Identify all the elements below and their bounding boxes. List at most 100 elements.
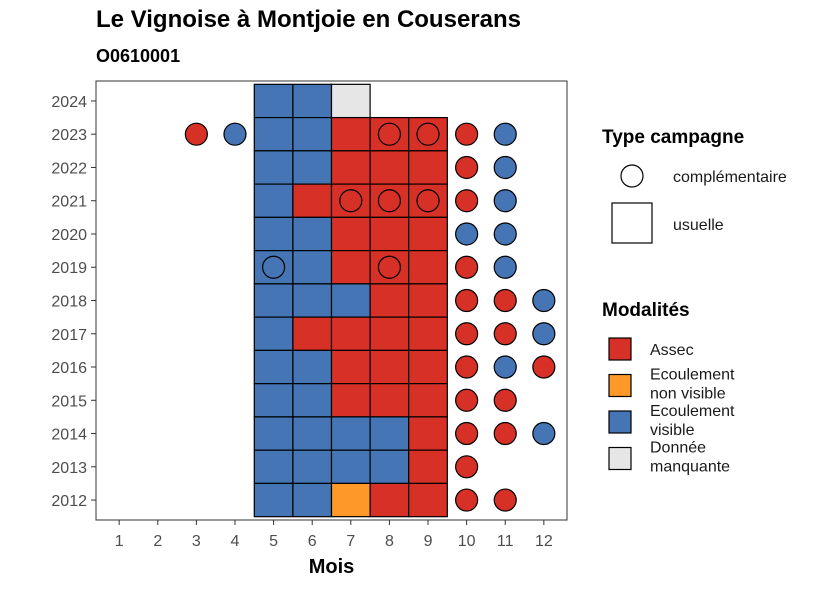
usuelle-tile-2015-6 [292, 383, 333, 418]
complementaire-dot-2022-10 [455, 155, 479, 180]
usuelle-tile-2024-5 [253, 83, 294, 119]
usuelle-tile-2020-9 [408, 216, 448, 252]
usuelle-tile-2018-8 [369, 283, 410, 318]
legend-modalite-label-line: non visible [650, 386, 726, 403]
complementaire-dot-2015-10 [455, 388, 479, 412]
complementaire-dot-2021-10 [455, 189, 479, 213]
complementaire-dots [184, 122, 556, 512]
usuelle-tiles [253, 83, 448, 518]
legend-modalite-label: Donnée manquante [650, 440, 730, 476]
usuelle-tile-2017-5 [253, 316, 294, 351]
usuelle-tile-2012-5 [253, 482, 294, 518]
usuelle-tile-2022-9 [408, 150, 448, 185]
y-tick-label: 2022 [51, 160, 87, 177]
x-tick-label: 10 [458, 533, 476, 550]
usuelle-tile-2013-7 [330, 449, 371, 485]
y-tick-label: 2021 [51, 194, 87, 211]
usuelle-tile-2015-5 [253, 383, 294, 418]
legend-square-key [611, 202, 653, 244]
complementaire-dot-2014-11 [493, 421, 517, 446]
x-tick-label: 3 [192, 533, 201, 550]
legend-modalite-key [608, 446, 632, 471]
usuelle-tile-2013-8 [369, 449, 410, 485]
complementaire-dot-2014-10 [455, 421, 479, 446]
usuelle-tile-2013-9 [408, 449, 448, 485]
usuelle-tile-2020-5 [253, 216, 294, 252]
complementaire-dot-2023-9 [416, 122, 440, 146]
usuelle-tile-2023-5 [253, 116, 294, 152]
usuelle-tile-2013-6 [292, 449, 333, 485]
x-tick-label: 5 [269, 533, 278, 550]
usuelle-tile-2012-9 [408, 482, 448, 518]
usuelle-tile-2012-6 [292, 482, 333, 518]
usuelle-tile-2022-6 [292, 150, 333, 185]
complementaire-dot-2023-10 [455, 122, 479, 146]
usuelle-tile-2018-9 [408, 283, 448, 318]
chart-title: Le Vignoise à Montjoie en Couserans [96, 6, 521, 33]
usuelle-tile-2021-5 [253, 183, 294, 218]
usuelle-tile-2015-8 [369, 383, 410, 418]
y-tick-label: 2017 [51, 327, 87, 344]
x-tick-label: 7 [346, 533, 355, 550]
legend-modalite-key [608, 337, 632, 361]
complementaire-dot-2013-10 [455, 455, 479, 479]
x-tick-label: 1 [115, 533, 124, 550]
x-tick-label: 9 [424, 533, 433, 550]
complementaire-dot-2021-11 [493, 189, 517, 213]
usuelle-tile-2014-7 [330, 416, 371, 451]
complementaire-dot-2022-11 [493, 155, 517, 180]
legend-type-label: complémentaire [673, 169, 787, 186]
usuelle-tile-2014-5 [253, 416, 294, 451]
usuelle-tile-2014-8 [369, 416, 410, 451]
y-tick-label: 2023 [51, 127, 87, 144]
complementaire-dot-2023-3 [184, 122, 208, 146]
usuelle-tile-2012-7 [330, 482, 371, 518]
legend: Type campagne complémentaire usuelle Modali… [602, 127, 787, 476]
legend-modalites-title: Modalités [602, 300, 690, 321]
x-tick-label: 12 [535, 533, 553, 550]
usuelle-tile-2016-5 [253, 349, 294, 385]
usuelle-tile-2019-9 [408, 250, 448, 285]
legend-modalite-label-line: Ecoulement [650, 367, 735, 384]
usuelle-tile-2018-6 [292, 283, 333, 318]
usuelle-tile-2018-5 [253, 283, 294, 318]
usuelle-tile-2021-6 [292, 183, 333, 218]
legend-type-title: Type campagne [602, 127, 744, 148]
complementaire-dot-2023-8 [377, 122, 402, 146]
x-tick-label: 6 [308, 533, 317, 550]
usuelle-tile-2017-6 [292, 316, 333, 351]
usuelle-tile-2017-7 [330, 316, 371, 351]
usuelle-tile-2014-9 [408, 416, 448, 451]
complementaire-dot-2014-12 [532, 421, 556, 446]
usuelle-tile-2016-8 [369, 349, 410, 385]
complementaire-dot-2020-10 [455, 222, 479, 246]
usuelle-tile-2017-9 [408, 316, 448, 351]
complementaire-dot-2019-11 [493, 255, 517, 279]
complementaire-dot-2021-7 [339, 189, 363, 213]
axes: 1 2 3 4 5 6 7 8 9 10 11 122012201320142015201620172… [51, 80, 568, 578]
legend-modalite-key [608, 410, 632, 434]
complementaire-dot-2021-8 [377, 189, 402, 213]
complementaire-dot-2023-11 [493, 122, 517, 146]
legend-type-label: usuelle [673, 217, 724, 234]
chart-subtitle: O0610001 [96, 46, 181, 66]
complementaire-dot-2017-11 [493, 322, 517, 346]
usuelle-tile-2022-8 [369, 150, 410, 185]
usuelle-tile-2020-6 [292, 216, 333, 252]
complementaire-dot-2020-11 [493, 222, 517, 246]
y-tick-label: 2015 [51, 393, 87, 410]
complementaire-dot-2015-11 [493, 388, 517, 412]
legend-modalite-label: Assec [650, 342, 694, 359]
legend-modalite-label-line: manquante [650, 459, 730, 476]
legend-modalite-label-line: Ecoulement [650, 403, 735, 420]
usuelle-tile-2016-7 [330, 349, 371, 385]
x-tick-label: 4 [231, 533, 240, 550]
complementaire-dot-2018-11 [493, 288, 517, 313]
x-tick-label: 11 [497, 533, 514, 550]
complementaire-dot-2016-11 [493, 355, 517, 379]
legend-modalite-label: Ecoulement visible [650, 403, 735, 439]
y-tick-label: 2020 [51, 227, 87, 244]
complementaire-dot-2019-5 [261, 255, 286, 279]
usuelle-tile-2015-9 [408, 383, 448, 418]
